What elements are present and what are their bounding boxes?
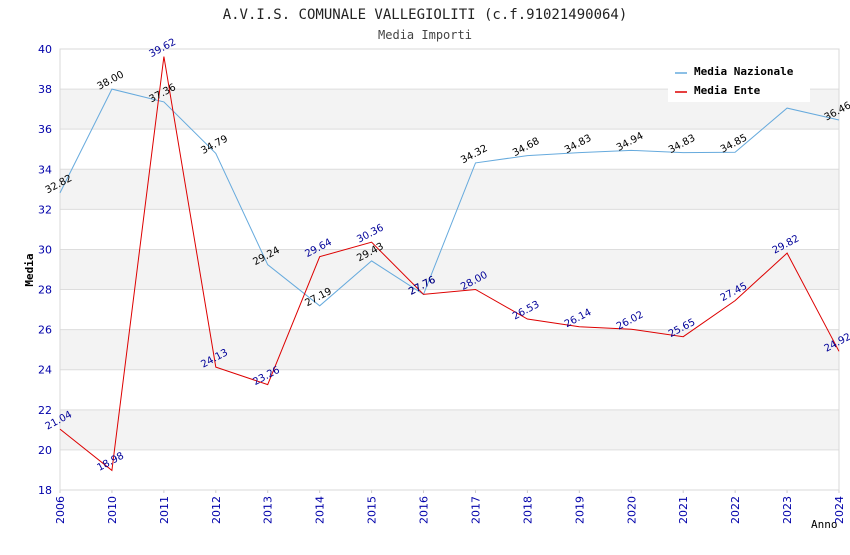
- y-tick-label: 24: [38, 364, 52, 377]
- x-tick-label: 2019: [573, 496, 586, 524]
- data-label: 34.32: [459, 143, 489, 166]
- legend-label-media-ente: Media Ente: [694, 84, 761, 97]
- y-tick-label: 36: [38, 123, 52, 136]
- y-tick-label: 28: [38, 284, 52, 297]
- y-axis-label: Media: [23, 253, 36, 286]
- chart-title: A.V.I.S. COMUNALE VALLEGIOLITI (c.f.9102…: [223, 7, 628, 23]
- y-tick-label: 20: [38, 444, 52, 457]
- x-tick-label: 2010: [106, 496, 119, 524]
- x-tick-label: 2024: [833, 496, 846, 524]
- series-line-media-ente: [59, 56, 840, 472]
- x-tick-label: 2021: [677, 496, 690, 524]
- y-tick-label: 30: [38, 243, 52, 256]
- plot-area-frame: [59, 48, 840, 491]
- y-tick-label: 22: [38, 404, 52, 417]
- x-tick-label: 2023: [781, 496, 794, 524]
- y-tick-label: 32: [38, 203, 52, 216]
- x-tick-label: 2015: [366, 496, 379, 524]
- x-tick-label: 2017: [469, 496, 482, 524]
- y-tick-label: 38: [38, 83, 52, 96]
- legend-label-media-nazionale: Media Nazionale: [694, 65, 794, 78]
- y-tick-label: 34: [38, 163, 52, 176]
- x-tick-label: 2022: [729, 496, 742, 524]
- x-tick-label: 2011: [158, 496, 171, 524]
- x-tick-label: 2006: [54, 496, 67, 524]
- y-tick-label: 18: [38, 484, 52, 497]
- y-tick-label: 26: [38, 324, 52, 337]
- grid-band: [60, 409, 839, 450]
- grid-band: [60, 169, 839, 210]
- chart-subtitle: Media Importi: [378, 28, 472, 42]
- x-tick-labels: 2006 2010 2011 2012 2013 2014 2015 2016 2017 2018…: [54, 496, 846, 524]
- x-tick-label: 2018: [521, 496, 534, 524]
- data-label: 39.62: [148, 37, 178, 60]
- x-tick-label: 2014: [314, 496, 327, 524]
- data-label: 18.98: [96, 451, 126, 474]
- series-lines: [59, 56, 840, 472]
- data-label: 34.79: [199, 134, 229, 157]
- x-tick-label: 2013: [262, 496, 275, 524]
- x-tick-label: 2020: [625, 496, 638, 524]
- legend-box: [668, 58, 810, 102]
- x-tick-label: 2016: [418, 496, 431, 524]
- legend: Media Nazionale Media Ente: [668, 58, 810, 102]
- x-axis-label: Anno: [811, 518, 838, 531]
- series-line-media-nazionale: [59, 88, 840, 307]
- x-tick-label: 2012: [210, 496, 223, 524]
- grid-band: [60, 249, 839, 290]
- grid-band: [60, 329, 839, 370]
- y-tick-labels: 18 20 22 24 26 28 30 32 34 36 38 40: [38, 43, 52, 497]
- grid-bands: [60, 89, 839, 450]
- y-tick-label: 40: [38, 43, 52, 56]
